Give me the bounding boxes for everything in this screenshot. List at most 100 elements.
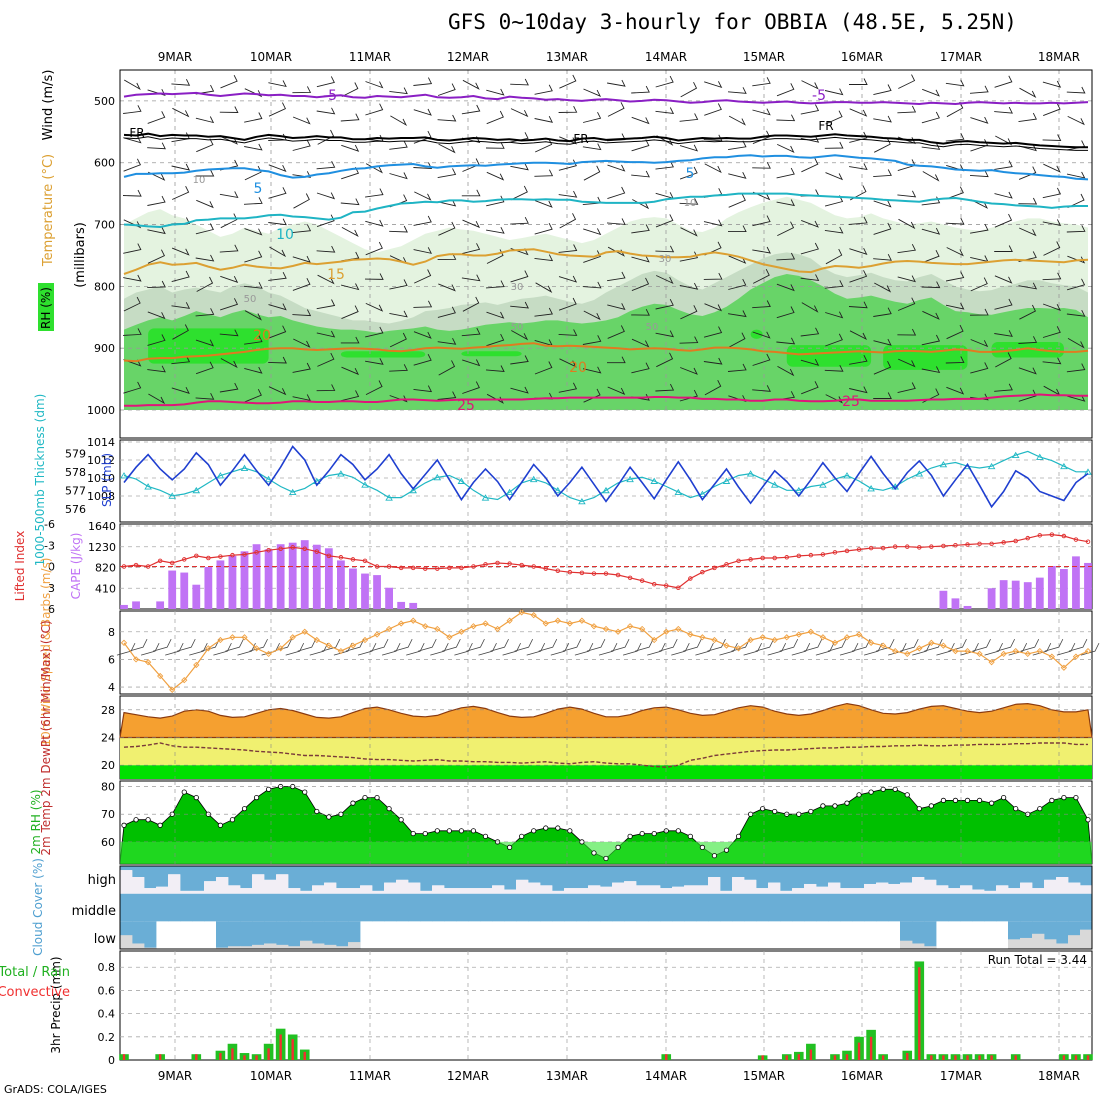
cape-bar bbox=[1060, 569, 1068, 609]
cloud-cell bbox=[132, 866, 145, 878]
wind-barb bbox=[316, 299, 336, 310]
wind-barb bbox=[461, 274, 481, 282]
wind-barb bbox=[364, 273, 384, 280]
high-cloud-gap bbox=[324, 882, 337, 894]
wind-barb bbox=[461, 243, 481, 255]
wind-barb bbox=[147, 365, 166, 373]
high-cloud-gap bbox=[504, 889, 517, 894]
wind-barb bbox=[220, 74, 238, 89]
thickness-point bbox=[433, 473, 442, 481]
wind-barb bbox=[317, 129, 335, 145]
wind-speed-point bbox=[904, 650, 911, 658]
wind-barb bbox=[268, 271, 287, 281]
cloud-cell bbox=[324, 893, 337, 922]
wind-barb bbox=[268, 164, 287, 173]
wind-barb bbox=[268, 218, 287, 226]
precip-convective-bar bbox=[954, 1055, 957, 1060]
wind-speed-point bbox=[120, 639, 128, 646]
wind-barb bbox=[1066, 86, 1086, 94]
wind-barb bbox=[534, 254, 554, 262]
wind-barb bbox=[945, 356, 965, 364]
wind-barb bbox=[341, 366, 360, 376]
wind-barb bbox=[631, 255, 650, 263]
low-cloud-cell bbox=[1008, 939, 1021, 949]
wind-barb bbox=[631, 308, 650, 316]
cloud-cell bbox=[168, 866, 181, 875]
wind-barb bbox=[558, 159, 577, 171]
cloud-cell bbox=[972, 866, 985, 890]
wind-barb bbox=[485, 365, 505, 373]
high-cloud-gap bbox=[588, 885, 601, 894]
cloud-cell bbox=[660, 893, 673, 922]
wind-barb bbox=[849, 108, 868, 117]
cloud-cell bbox=[960, 893, 973, 922]
cloud-cell bbox=[972, 893, 985, 922]
cloud-cell bbox=[864, 866, 877, 884]
wind-barb bbox=[244, 165, 262, 181]
rh-point bbox=[446, 828, 452, 834]
wind-barb bbox=[631, 139, 650, 152]
wind-barb bbox=[897, 382, 916, 394]
wind-tick-label: 6 bbox=[108, 653, 115, 666]
wind-barb bbox=[776, 167, 795, 179]
cloud-cell bbox=[780, 893, 793, 922]
rh-point bbox=[820, 803, 826, 809]
wind-barb bbox=[268, 386, 287, 396]
high-cloud-gap bbox=[948, 888, 961, 894]
wind-speed-point bbox=[277, 645, 284, 652]
wind-barb bbox=[897, 328, 917, 336]
cloud-cell bbox=[408, 893, 421, 922]
wind-speed-point bbox=[675, 625, 682, 633]
surface-barb bbox=[1080, 642, 1100, 656]
high-cloud-gap bbox=[180, 890, 193, 894]
cloud-cell bbox=[912, 866, 925, 878]
wind-barb bbox=[825, 394, 843, 404]
wind-barb bbox=[461, 104, 481, 115]
cloud-cell bbox=[288, 921, 301, 949]
surface-barb bbox=[622, 642, 642, 656]
li-point bbox=[423, 566, 428, 571]
wind-barb bbox=[389, 225, 408, 233]
wind-barb bbox=[849, 78, 868, 85]
high-cloud-gap bbox=[972, 889, 985, 894]
wind-barb bbox=[680, 305, 698, 320]
cloud-cell bbox=[984, 866, 997, 891]
cloud-cell bbox=[396, 866, 409, 880]
precip-convective-bar bbox=[942, 1055, 945, 1060]
cloud-cell bbox=[552, 866, 565, 891]
rh-point bbox=[543, 825, 549, 831]
thickness-point bbox=[529, 475, 538, 483]
wind-barb bbox=[801, 157, 819, 173]
cape-bar bbox=[288, 542, 297, 609]
wind-barb bbox=[873, 338, 892, 346]
li-point bbox=[760, 555, 765, 561]
li-point bbox=[338, 555, 344, 560]
wind-barb bbox=[220, 136, 238, 145]
surface-barb bbox=[466, 638, 485, 652]
rh-point bbox=[506, 844, 513, 851]
li-point bbox=[181, 557, 187, 562]
high-cloud-gap bbox=[576, 888, 589, 894]
surface-barb bbox=[574, 642, 594, 656]
temp-area bbox=[119, 702, 1093, 739]
wind-barb bbox=[486, 171, 505, 181]
wind-barb bbox=[921, 143, 941, 150]
cape-bar bbox=[1047, 565, 1056, 609]
wind-barb bbox=[535, 138, 553, 153]
rh-tick-label: 60 bbox=[101, 836, 115, 849]
thickness-point bbox=[698, 490, 707, 497]
wind-barb bbox=[873, 360, 892, 375]
rh-point bbox=[711, 853, 718, 859]
high-cloud-gap bbox=[396, 879, 409, 894]
wind-barb bbox=[679, 198, 699, 205]
li-point bbox=[977, 541, 982, 547]
wind-barb bbox=[873, 392, 892, 399]
wind-frame bbox=[119, 610, 1093, 695]
cloud-cell bbox=[336, 921, 349, 949]
wind-barb bbox=[244, 250, 263, 263]
cape-bar bbox=[252, 544, 261, 609]
li-point bbox=[603, 571, 609, 576]
wind-barb bbox=[243, 281, 263, 289]
cape-bar bbox=[337, 560, 345, 609]
rh-point bbox=[627, 833, 633, 839]
